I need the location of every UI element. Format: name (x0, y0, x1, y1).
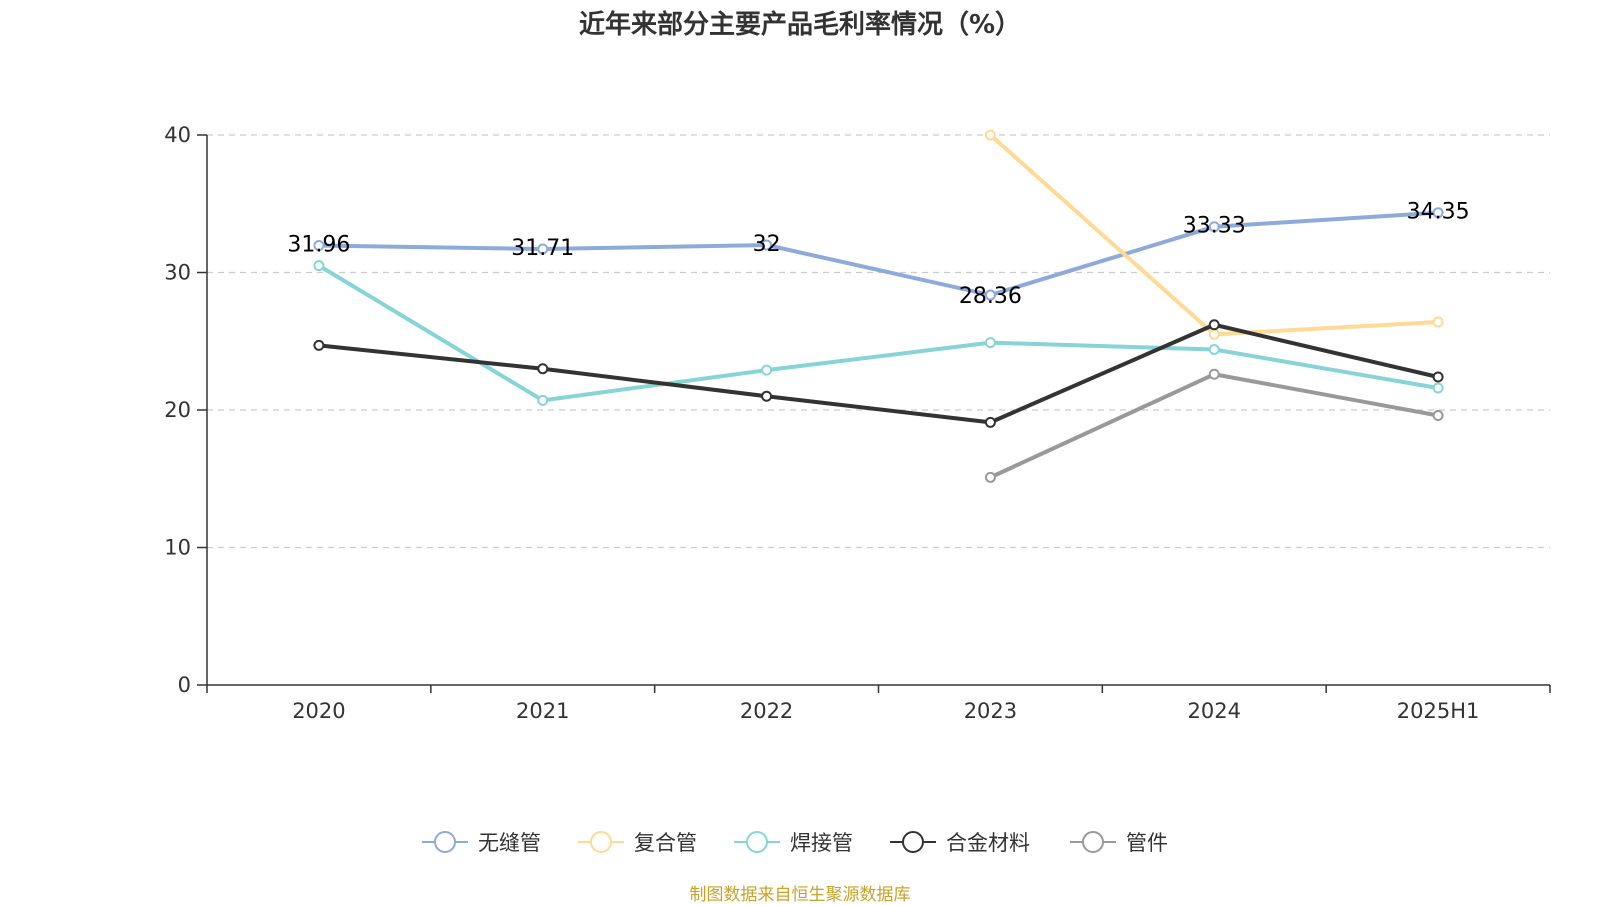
legend-label: 管件 (1126, 831, 1168, 855)
y-tick-label: 10 (164, 536, 191, 560)
y-tick-label: 40 (164, 123, 191, 147)
legend-label: 合金材料 (946, 831, 1030, 855)
legend-marker (746, 831, 768, 853)
legend-label: 无缝管 (478, 831, 541, 855)
data-point (1208, 344, 1220, 355)
series-line (988, 372, 1441, 480)
data-point (984, 471, 996, 483)
legend-item[interactable]: 管件 (1070, 831, 1168, 855)
data-point (537, 394, 549, 406)
data-labels: 31.96 31.71 32 28.36 33.33 34.35 (287, 200, 1469, 309)
data-label: 31.96 (287, 233, 350, 258)
data-point (1432, 207, 1444, 219)
y-tick-label: 20 (164, 398, 191, 422)
source-note: 制图数据来自恒生聚源数据库 (689, 885, 911, 905)
legend-item[interactable]: 焊接管 (734, 831, 853, 855)
chart-title: 近年来部分主要产品毛利率情况（%） (578, 10, 1022, 40)
legend[interactable]: 无缝管 复合管 焊接管 合金材料 管件 (0, 820, 1600, 864)
data-point (1432, 382, 1444, 394)
data-point (537, 243, 549, 255)
data-label: 33.33 (1183, 214, 1246, 239)
data-point (313, 339, 325, 351)
legend-marker (1082, 831, 1104, 853)
series-line (316, 210, 1441, 298)
data-point (313, 260, 325, 272)
series-lines (313, 129, 1444, 483)
axes: 0 10 20 30 40 2020 2021 2022 2023 2024 2025H1 (164, 123, 1551, 723)
legend-label: 复合管 (634, 831, 697, 855)
data-point (1208, 221, 1220, 233)
data-label: 34.35 (1407, 200, 1470, 225)
data-point (761, 239, 773, 251)
y-tick-label: 0 (178, 673, 191, 697)
x-tick-label: 2025H1 (1397, 699, 1480, 723)
data-point (984, 289, 996, 301)
legend-item[interactable]: 无缝管 (422, 831, 541, 855)
data-point (1208, 319, 1220, 331)
legend-label: 焊接管 (790, 831, 853, 855)
legend-marker (902, 831, 924, 853)
data-point (1432, 316, 1444, 328)
data-point (537, 363, 549, 375)
legend-item[interactable]: 复合管 (578, 831, 697, 855)
x-tick-label: 2022 (740, 699, 793, 723)
legend-item[interactable]: 合金材料 (890, 831, 1030, 855)
series-line (316, 322, 1441, 425)
x-tick-label: 2023 (964, 699, 1017, 723)
data-point (313, 240, 325, 252)
x-tick-label: 2020 (292, 699, 345, 723)
gridlines (207, 134, 1550, 549)
data-label: 28.36 (959, 284, 1022, 309)
data-point (984, 416, 996, 428)
data-point (1208, 368, 1220, 380)
data-point (1432, 410, 1444, 421)
series-line (316, 263, 1441, 403)
data-label: 32 (753, 232, 781, 257)
data-point (761, 364, 773, 376)
data-point (984, 129, 996, 141)
data-point (1208, 328, 1220, 340)
line-chart: 0 10 20 30 40 2020 2021 2022 2023 2024 2025H1 31.9… (164, 123, 1551, 723)
legend-marker (434, 831, 456, 853)
data-point (761, 390, 773, 402)
x-tick-label: 2024 (1188, 699, 1241, 723)
legend-marker (590, 831, 612, 853)
x-tick-label: 2021 (516, 699, 569, 723)
data-label: 31.71 (511, 236, 574, 261)
data-point (1432, 371, 1444, 383)
y-tick-label: 30 (164, 261, 191, 285)
data-point (984, 337, 996, 349)
